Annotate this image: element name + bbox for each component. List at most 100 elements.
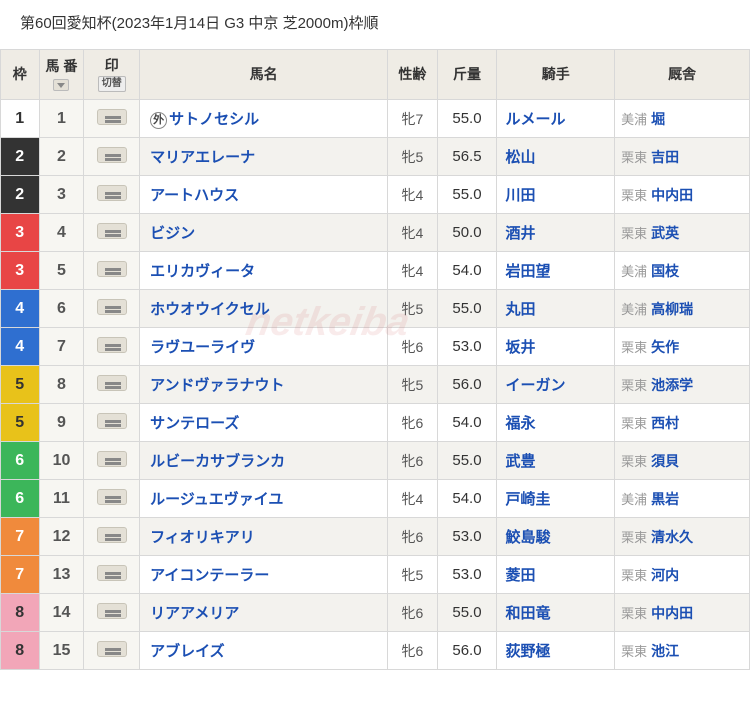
jockey-link[interactable]: 菱田: [505, 567, 535, 584]
mark-selector-icon[interactable]: [97, 147, 127, 163]
jockey-link[interactable]: 丸田: [505, 301, 535, 318]
mark-selector-icon[interactable]: [97, 375, 127, 391]
stable-location: 栗東: [621, 378, 647, 393]
waku-cell: 7: [1, 518, 40, 556]
stable-link[interactable]: 池江: [651, 643, 679, 659]
mark-selector-icon[interactable]: [97, 185, 127, 201]
jockey-link[interactable]: 松山: [505, 149, 535, 166]
jockey-link[interactable]: 鮫島駿: [505, 529, 550, 546]
mark-cell[interactable]: [84, 404, 140, 442]
jockey-link[interactable]: 福永: [505, 415, 535, 432]
mark-selector-icon[interactable]: [97, 299, 127, 315]
jockey-link[interactable]: 坂井: [505, 339, 535, 356]
stable-location: 栗東: [621, 416, 647, 431]
horse-name-link[interactable]: フィオリキアリ: [150, 529, 255, 546]
horse-name-cell: ルビーカサブランカ: [140, 442, 388, 480]
horse-name-cell: マリアエレーナ: [140, 138, 388, 176]
mark-selector-icon[interactable]: [97, 413, 127, 429]
stable-link[interactable]: 黒岩: [651, 491, 679, 507]
mark-cell[interactable]: [84, 518, 140, 556]
col-header-umaban[interactable]: 馬 番: [39, 50, 84, 100]
horse-name-link[interactable]: エリカヴィータ: [150, 263, 255, 280]
horse-name-link[interactable]: ホウオウイクセル: [150, 301, 270, 318]
horse-name-link[interactable]: アンドヴァラナウト: [150, 377, 284, 394]
col-header-sexage: 性齢: [388, 50, 437, 100]
stable-location: 栗東: [621, 188, 647, 203]
horse-name-cell: 外サトノセシル: [140, 100, 388, 138]
stable-link[interactable]: 吉田: [651, 149, 679, 165]
stable-location: 栗東: [621, 454, 647, 469]
umaban-cell: 1: [39, 100, 84, 138]
stable-link[interactable]: 清水久: [651, 529, 693, 545]
horse-name-link[interactable]: マリアエレーナ: [150, 149, 255, 166]
horse-name-link[interactable]: ルージュエヴァイユ: [150, 491, 283, 508]
jockey-link[interactable]: 荻野極: [505, 643, 550, 660]
horse-name-link[interactable]: アブレイズ: [150, 643, 225, 660]
table-row: 11外サトノセシル牝755.0ルメール美浦堀: [1, 100, 750, 138]
umaban-cell: 6: [39, 290, 84, 328]
mark-selector-icon[interactable]: [97, 451, 127, 467]
jockey-link[interactable]: 川田: [505, 187, 535, 204]
col-header-mark[interactable]: 印 切替: [84, 50, 140, 100]
jockey-link[interactable]: ルメール: [505, 111, 565, 128]
jockey-link[interactable]: 武豊: [505, 453, 535, 470]
entries-table: 枠 馬 番 印 切替 馬名 性齢 斤量 騎手 厩舎 11外サトノセシル牝755.…: [0, 49, 750, 670]
jockey-link[interactable]: イーガン: [505, 377, 565, 394]
mark-cell[interactable]: [84, 442, 140, 480]
jockey-link[interactable]: 戸崎圭: [505, 491, 550, 508]
page-title: 第60回愛知杯(2023年1月14日 G3 中京 芝2000m)枠順: [0, 0, 750, 49]
stable-cell: 栗東中内田: [615, 176, 750, 214]
mark-selector-icon[interactable]: [97, 261, 127, 277]
sexage-cell: 牝4: [388, 214, 437, 252]
stable-link[interactable]: 須貝: [651, 453, 679, 469]
stable-link[interactable]: 国枝: [651, 263, 679, 279]
mark-selector-icon[interactable]: [97, 337, 127, 353]
mark-cell[interactable]: [84, 176, 140, 214]
horse-name-link[interactable]: ルビーカサブランカ: [150, 453, 285, 470]
stable-link[interactable]: 西村: [651, 415, 679, 431]
mark-cell[interactable]: [84, 480, 140, 518]
stable-link[interactable]: 矢作: [651, 339, 679, 355]
sexage-cell: 牝4: [388, 176, 437, 214]
sort-icon[interactable]: [53, 79, 69, 91]
mark-switch-button[interactable]: 切替: [98, 76, 126, 92]
stable-link[interactable]: 河内: [651, 567, 679, 583]
horse-name-link[interactable]: サトノセシル: [169, 111, 259, 128]
mark-cell[interactable]: [84, 214, 140, 252]
mark-cell[interactable]: [84, 556, 140, 594]
stable-link[interactable]: 池添学: [651, 377, 693, 393]
mark-selector-icon[interactable]: [97, 527, 127, 543]
mark-selector-icon[interactable]: [97, 223, 127, 239]
horse-name-link[interactable]: リアアメリア: [150, 605, 239, 622]
table-row: 611ルージュエヴァイユ牝454.0戸崎圭美浦黒岩: [1, 480, 750, 518]
sexage-cell: 牝4: [388, 252, 437, 290]
mark-selector-icon[interactable]: [97, 603, 127, 619]
horse-name-cell: ラヴユーライヴ: [140, 328, 388, 366]
mark-selector-icon[interactable]: [97, 641, 127, 657]
horse-name-link[interactable]: アートハウス: [150, 187, 239, 204]
horse-name-link[interactable]: ラヴユーライヴ: [150, 339, 255, 356]
horse-name-cell: リアアメリア: [140, 594, 388, 632]
stable-link[interactable]: 高柳瑞: [651, 301, 693, 317]
stable-link[interactable]: 中内田: [651, 187, 693, 203]
mark-selector-icon[interactable]: [97, 489, 127, 505]
horse-name-link[interactable]: サンテローズ: [150, 415, 239, 432]
mark-cell[interactable]: [84, 366, 140, 404]
horse-name-link[interactable]: アイコンテーラー: [150, 567, 269, 584]
mark-cell[interactable]: [84, 290, 140, 328]
mark-cell[interactable]: [84, 138, 140, 176]
jockey-link[interactable]: 酒井: [505, 225, 535, 242]
horse-name-link[interactable]: ビジン: [150, 225, 195, 242]
mark-selector-icon[interactable]: [97, 109, 127, 125]
mark-cell[interactable]: [84, 632, 140, 670]
mark-selector-icon[interactable]: [97, 565, 127, 581]
mark-cell[interactable]: [84, 328, 140, 366]
jockey-link[interactable]: 和田竜: [505, 605, 550, 622]
stable-link[interactable]: 武英: [651, 225, 679, 241]
mark-cell[interactable]: [84, 100, 140, 138]
mark-cell[interactable]: [84, 594, 140, 632]
stable-link[interactable]: 中内田: [651, 605, 693, 621]
jockey-link[interactable]: 岩田望: [505, 263, 550, 280]
stable-link[interactable]: 堀: [651, 111, 665, 127]
mark-cell[interactable]: [84, 252, 140, 290]
